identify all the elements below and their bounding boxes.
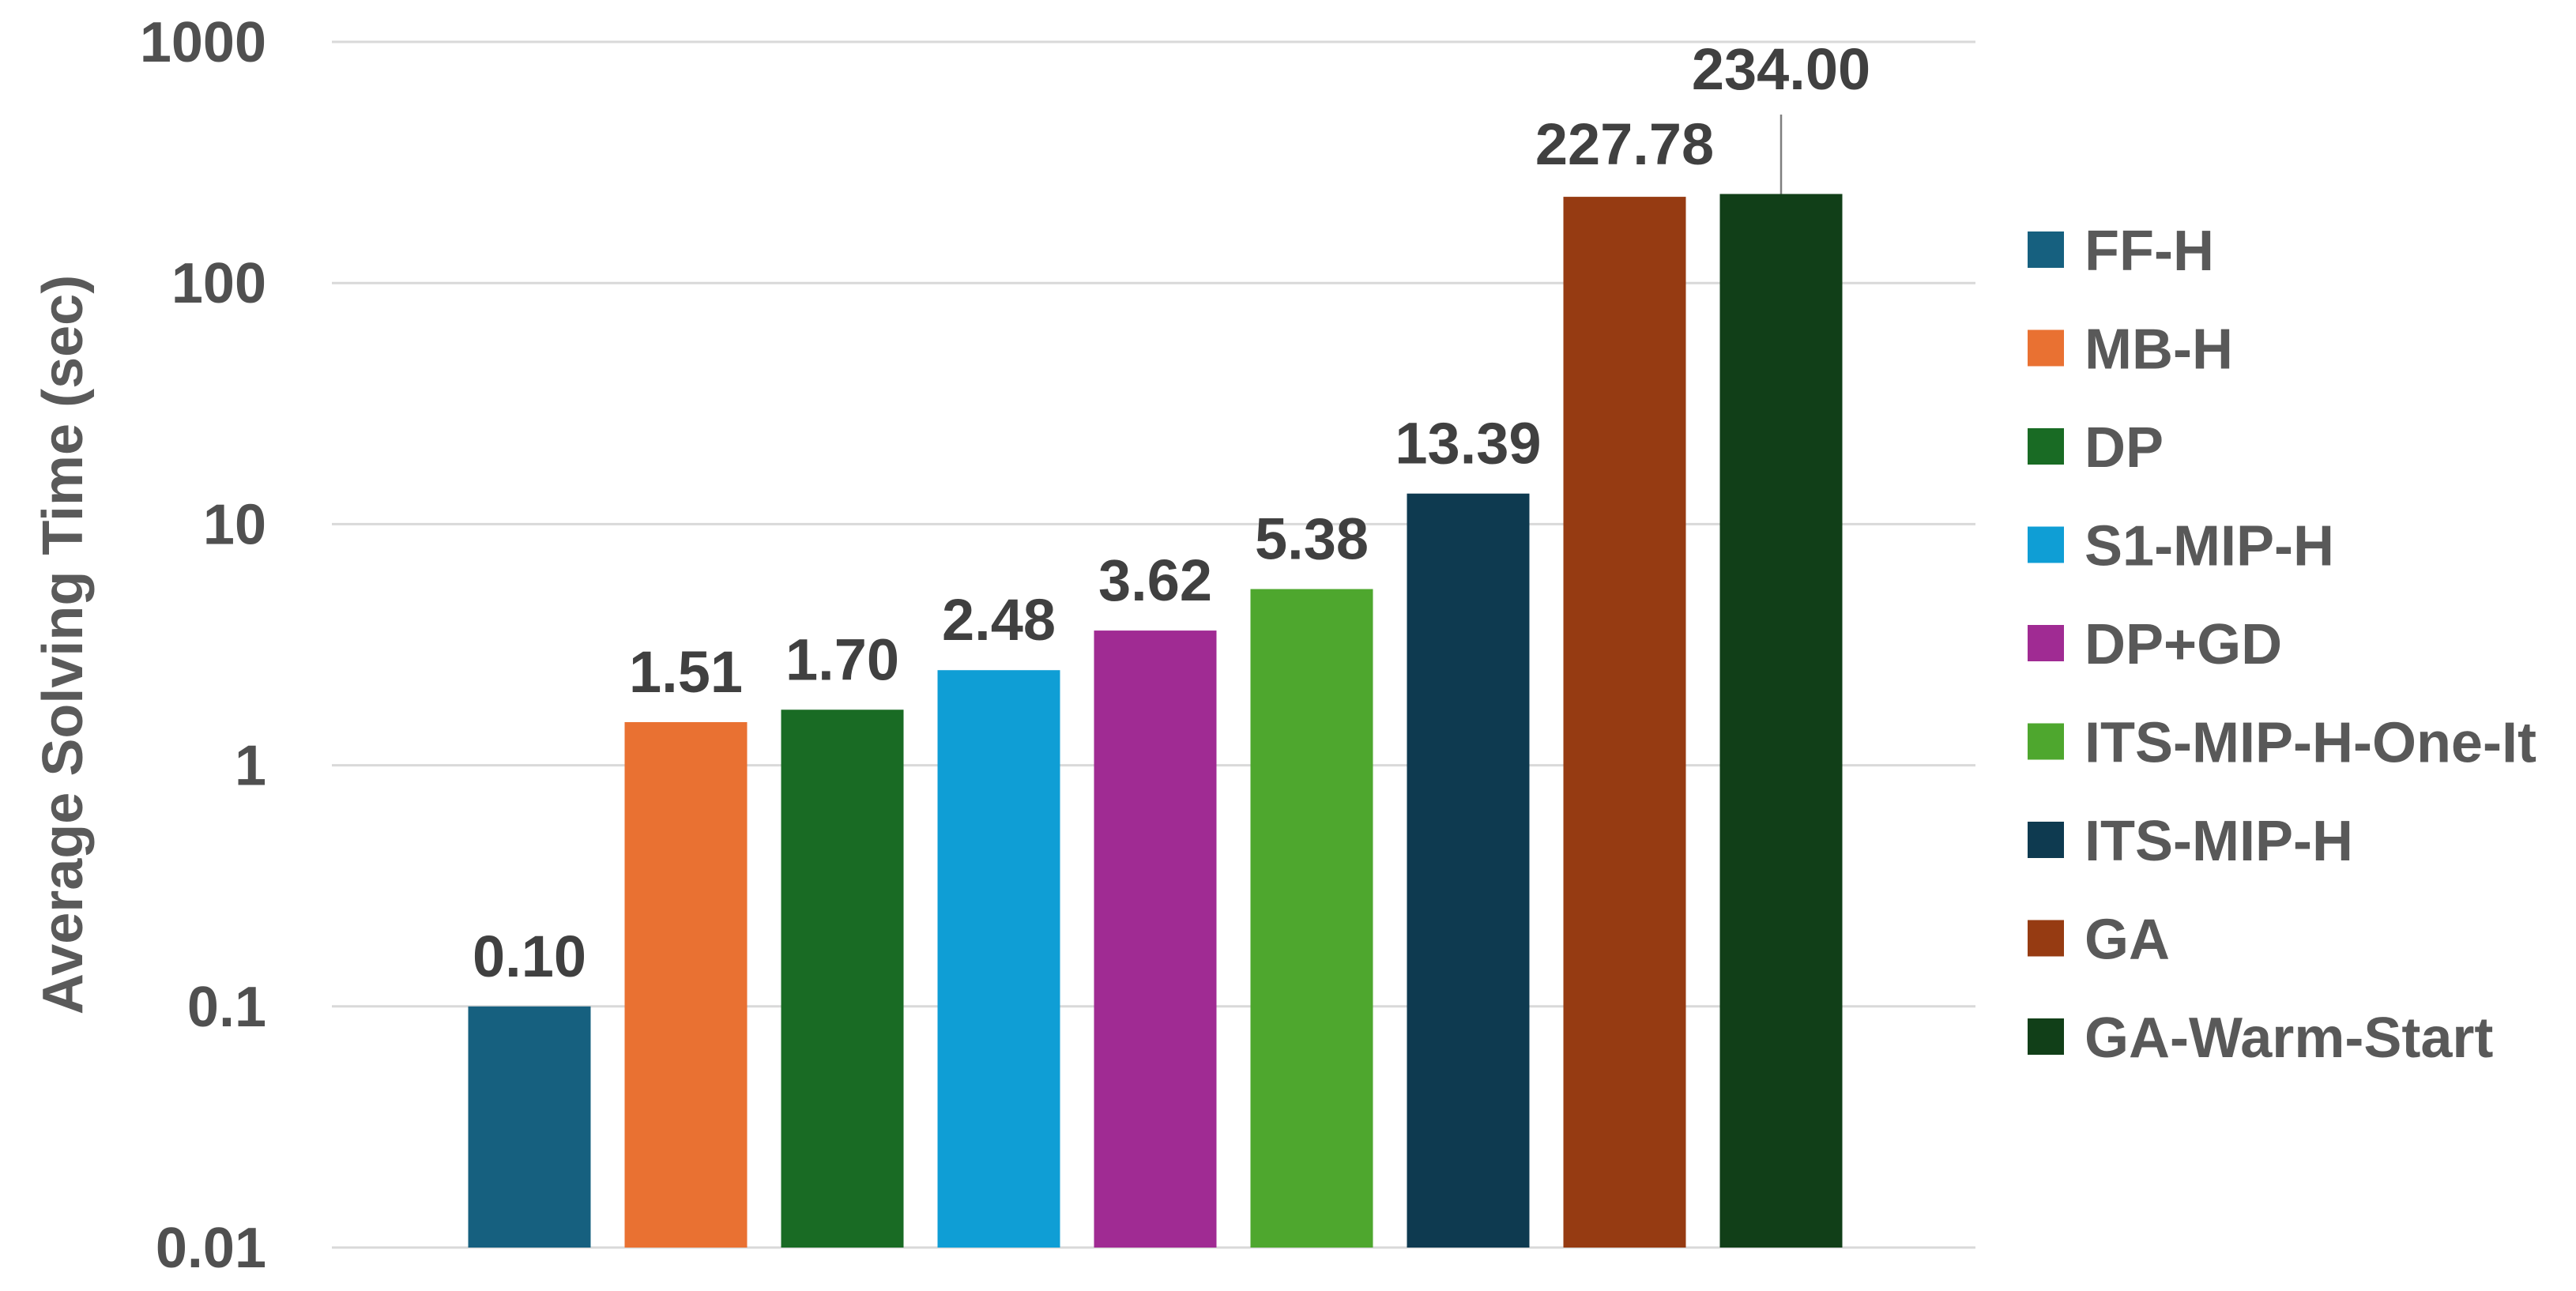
bar [781, 709, 904, 1248]
data-label: 1.51 [629, 639, 743, 705]
legend-label: ITS-MIP-H [2085, 810, 2353, 873]
data-label: 3.62 [1098, 548, 1212, 613]
legend-swatch [2028, 231, 2064, 268]
bar [1094, 630, 1217, 1248]
bar [1407, 493, 1530, 1248]
bar [1250, 589, 1373, 1248]
data-label: 1.70 [785, 627, 899, 692]
y-tick-label: 100 [171, 252, 266, 315]
data-labels: 0.10 1.51 1.70 2.48 3.62 5.38 13.39 227.78 234.0… [473, 36, 1870, 989]
data-label: 2.48 [942, 587, 1056, 653]
y-axis-title: Average Solving Time (sec) [32, 275, 95, 1014]
legend-swatch [2028, 822, 2064, 858]
legend-label: MB-H [2085, 318, 2233, 382]
legend-label: GA [2085, 909, 2170, 972]
data-label: 227.78 [1535, 111, 1714, 177]
bar [468, 1006, 591, 1248]
bar [624, 721, 748, 1248]
legend-label: S1-MIP-H [2085, 515, 2334, 578]
legend-label: ITS-MIP-H-One-It [2085, 712, 2536, 775]
y-tick-label: 1000 [140, 11, 266, 74]
data-label: 13.39 [1395, 411, 1541, 476]
y-tick-label: 10 [203, 493, 266, 556]
legend-label: DP+GD [2085, 613, 2282, 676]
data-label: 5.38 [1255, 506, 1369, 572]
data-label: 0.10 [473, 924, 586, 989]
bars [468, 194, 1843, 1248]
legend-label: GA-Warm-Start [2085, 1007, 2493, 1070]
legend-swatch [2028, 428, 2064, 465]
legend-swatch [2028, 1018, 2064, 1055]
y-tick-label: 0.01 [156, 1217, 266, 1280]
bar [937, 670, 1060, 1248]
data-label: 234.00 [1692, 36, 1870, 102]
legend: FF-H MB-H DP S1-MIP-H DP+GD ITS-MIP-H-One-It I… [2028, 220, 2536, 1070]
bar [1719, 194, 1843, 1248]
legend-swatch [2028, 329, 2064, 367]
legend-swatch [2028, 723, 2064, 760]
y-axis-ticks: 0.01 0.1 1 10 100 1000 [140, 11, 266, 1280]
y-tick-label: 1 [235, 735, 266, 798]
legend-swatch [2028, 920, 2064, 957]
legend-swatch [2028, 625, 2064, 661]
legend-swatch [2028, 526, 2064, 563]
bar [1563, 197, 1686, 1248]
y-tick-label: 0.1 [187, 976, 266, 1039]
legend-label: DP [2085, 416, 2164, 480]
legend-label: FF-H [2085, 220, 2214, 283]
